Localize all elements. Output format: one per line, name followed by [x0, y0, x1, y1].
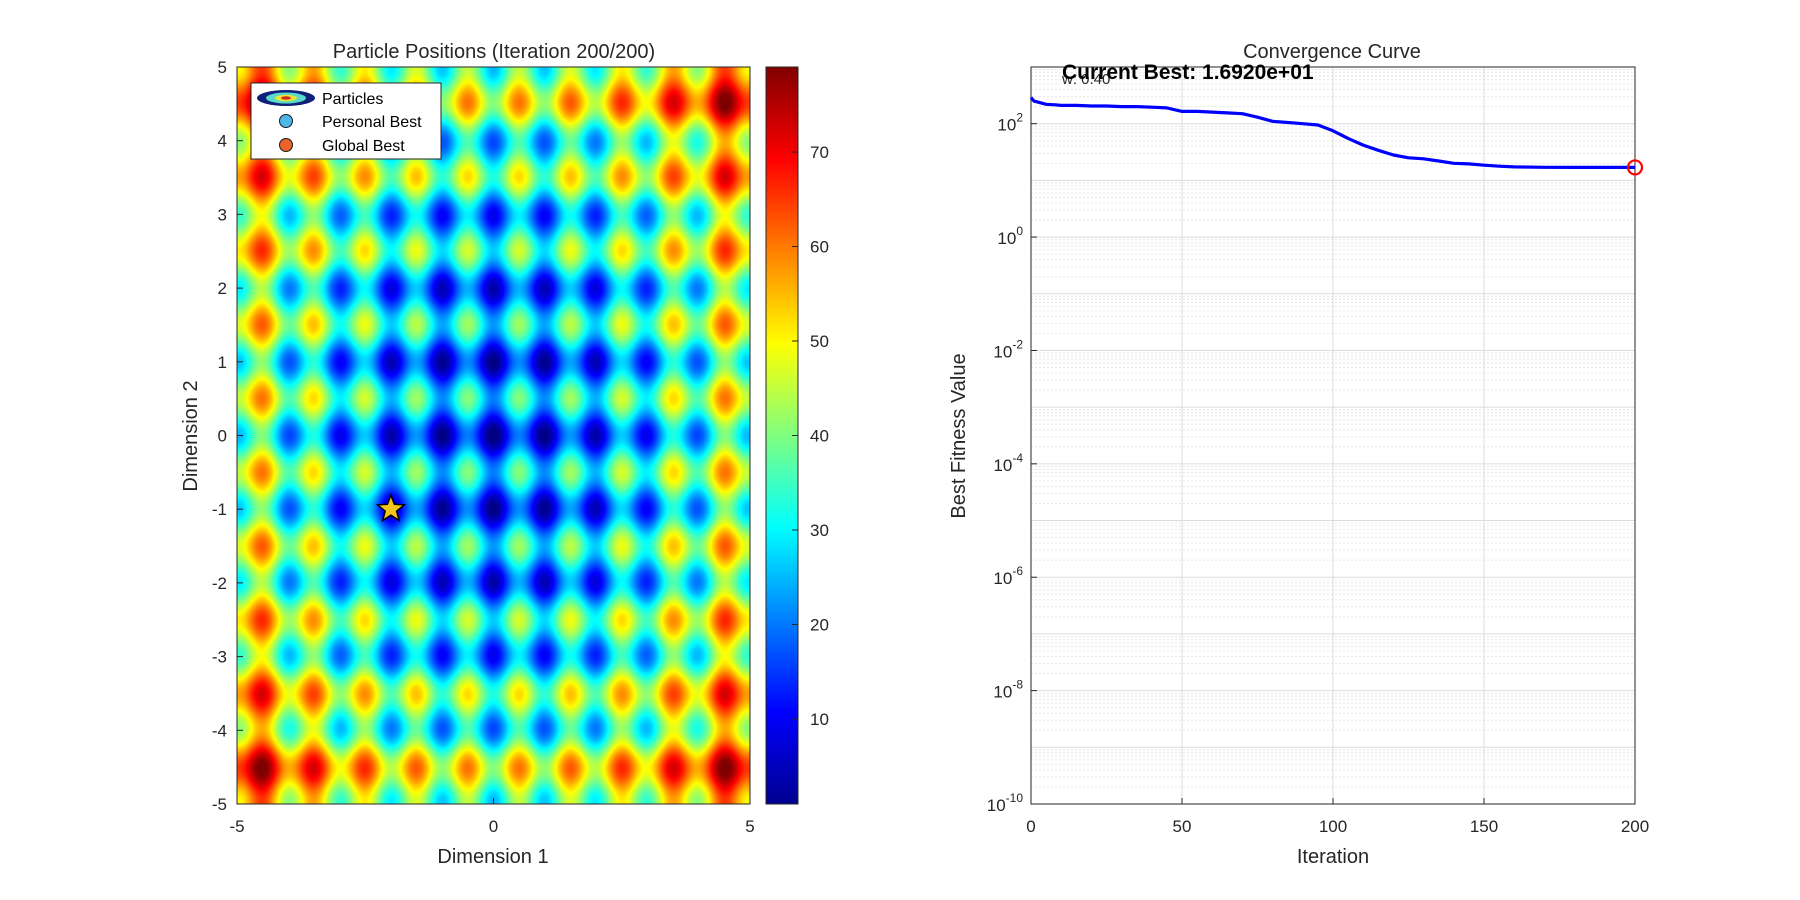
x-tick-label: 0	[489, 817, 498, 836]
x-tick-label: 50	[1173, 817, 1192, 836]
tick-base: 10	[993, 342, 1012, 361]
convergence-line	[1029, 96, 1635, 169]
colorbar-tick-label: 30	[810, 521, 829, 540]
y-tick-label: 100	[997, 224, 1023, 248]
heatmap-plot-area	[236, 66, 751, 805]
x-tick-label: -5	[229, 817, 244, 836]
star-icon	[375, 493, 407, 523]
y-tick-label: 0	[218, 427, 227, 446]
colorbar-ticks: 70 60 50 40 30 20 10	[792, 143, 829, 729]
colorbar-tick-label: 70	[810, 143, 829, 162]
y-tick-label: 10-10	[987, 791, 1024, 815]
y-tick-label: 2	[218, 279, 227, 298]
tick-base: 10	[997, 229, 1016, 248]
legend-item-particles: Particles	[257, 90, 383, 108]
legend-item-personal-best: Personal Best	[279, 114, 422, 131]
colorbar-tick-label: 20	[810, 615, 829, 634]
tick-exponent: -10	[1006, 791, 1024, 805]
y-tick-label: -1	[212, 500, 227, 519]
circle-icon	[1626, 159, 1644, 176]
convergence-panel: Convergence Curve 10210010-210-410-610-8…	[948, 41, 1649, 868]
circle-icon	[279, 138, 293, 152]
x-tick-label: 0	[1026, 817, 1035, 836]
y-tick-label: 3	[218, 205, 227, 224]
tick-base: 10	[987, 796, 1006, 815]
convergence-y-axis-label: Best Fitness Value	[948, 353, 970, 518]
inertia-weight-label: w: 0.40	[1061, 71, 1110, 88]
convergence-grid	[1030, 66, 1636, 805]
colorbar-tick-label: 40	[810, 427, 829, 446]
y-tick-label: 10-8	[993, 678, 1023, 702]
tick-exponent: -2	[1012, 337, 1023, 351]
particle-positions-panel: Particle Positions (Iteration 200/200) 5…	[180, 41, 829, 868]
y-tick-label: 5	[218, 58, 227, 77]
y-tick-label: -2	[212, 574, 227, 593]
circle-icon	[279, 114, 293, 128]
heatmap-title: Particle Positions (Iteration 200/200)	[333, 41, 655, 63]
current-best-label: Current Best: 1.6920e+01	[1062, 61, 1314, 84]
y-tick-label: 1	[218, 353, 227, 372]
y-tick-label: -5	[212, 795, 227, 814]
y-tick-label: 10-6	[993, 564, 1023, 588]
x-tick-label: 200	[1621, 817, 1649, 836]
tick-base: 10	[993, 683, 1012, 702]
legend-item-global-best: Global Best	[279, 138, 405, 155]
y-tick-label: -4	[212, 721, 227, 740]
heatmap-legend: Particles Personal Best Global Best	[250, 82, 442, 160]
y-tick-label: 10-4	[993, 451, 1023, 475]
fitness-heatmap	[237, 67, 750, 804]
convergence-x-axis-label: Iteration	[1297, 846, 1369, 868]
y-tick-label: 10-2	[993, 337, 1023, 361]
convergence-x-ticks: 0 50 100 150 200	[1026, 798, 1649, 836]
tick-exponent: -6	[1012, 564, 1023, 578]
convergence-title: Convergence Curve	[1243, 41, 1421, 63]
heatmap-x-axis-label: Dimension 1	[437, 846, 548, 868]
heatmap-x-ticks: -5 0 5	[229, 798, 755, 836]
x-tick-label: 5	[745, 817, 754, 836]
legend-label: Particles	[322, 91, 383, 108]
ellipse-icon	[257, 90, 315, 106]
tick-base: 10	[993, 569, 1012, 588]
colorbar-tick-label: 50	[810, 332, 829, 351]
legend-label: Personal Best	[322, 114, 422, 131]
colorbar-tick-label: 10	[810, 710, 829, 729]
tick-exponent: -4	[1012, 451, 1023, 465]
tick-exponent: 2	[1016, 111, 1023, 125]
colorbar-tick-label: 60	[810, 238, 829, 257]
legend-label: Global Best	[322, 138, 405, 155]
global-best-star	[375, 493, 407, 523]
tick-exponent: 0	[1016, 224, 1023, 238]
y-tick-label: -3	[212, 648, 227, 667]
tick-base: 10	[997, 116, 1016, 135]
x-tick-label: 150	[1470, 817, 1498, 836]
y-tick-label: 102	[997, 111, 1023, 135]
x-tick-label: 100	[1319, 817, 1347, 836]
heatmap-y-ticks: 5 4 3 2 1 0 -1 -2 -3 -4 -5	[212, 58, 243, 814]
heatmap-y-axis-label: Dimension 2	[180, 380, 202, 491]
colorbar: 70 60 50 40 30 20 10	[765, 66, 829, 805]
tick-exponent: -8	[1012, 678, 1023, 692]
tick-base: 10	[993, 456, 1012, 475]
y-tick-label: 4	[218, 132, 227, 151]
